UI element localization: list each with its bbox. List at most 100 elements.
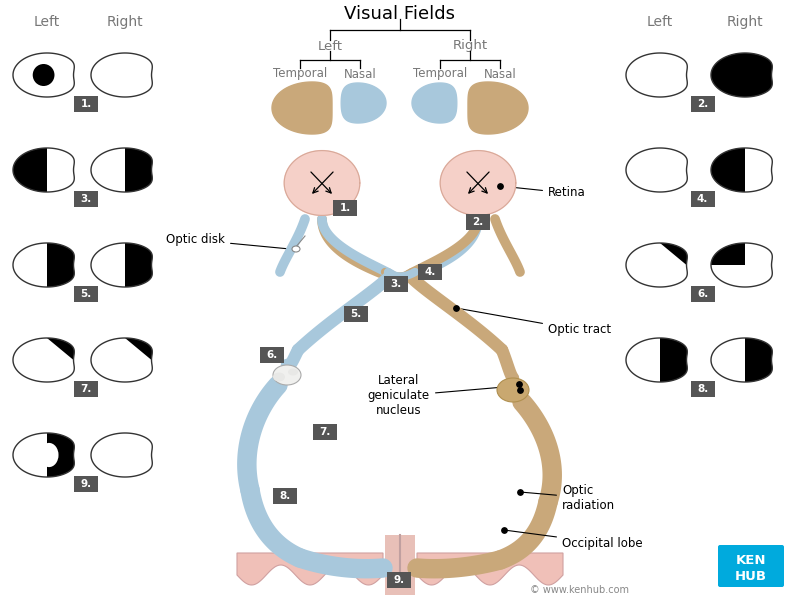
FancyBboxPatch shape (418, 264, 442, 280)
FancyBboxPatch shape (387, 572, 411, 588)
Text: Temporal: Temporal (413, 67, 467, 80)
Polygon shape (660, 243, 687, 265)
FancyBboxPatch shape (260, 347, 284, 363)
Text: Left: Left (318, 39, 342, 52)
Text: Optic disk: Optic disk (166, 233, 287, 249)
FancyBboxPatch shape (273, 488, 297, 504)
Text: Optic tract: Optic tract (458, 308, 611, 337)
Polygon shape (91, 338, 152, 382)
Polygon shape (385, 535, 415, 595)
Polygon shape (13, 433, 74, 477)
Text: 2.: 2. (472, 217, 484, 227)
Point (513, 379, 526, 389)
Polygon shape (47, 243, 74, 287)
FancyBboxPatch shape (690, 286, 714, 302)
Polygon shape (711, 148, 772, 192)
Text: 8.: 8. (279, 491, 290, 501)
Polygon shape (91, 148, 152, 192)
Text: Right: Right (106, 15, 143, 29)
FancyBboxPatch shape (384, 276, 408, 292)
Text: 9.: 9. (81, 479, 91, 489)
Polygon shape (13, 243, 74, 287)
Polygon shape (47, 433, 74, 477)
Text: 8.: 8. (697, 384, 708, 394)
Polygon shape (47, 338, 74, 360)
Polygon shape (711, 243, 745, 265)
Polygon shape (13, 148, 47, 192)
Text: Temporal: Temporal (273, 67, 327, 80)
Text: Right: Right (726, 15, 763, 29)
Polygon shape (125, 243, 152, 287)
Text: 7.: 7. (80, 384, 92, 394)
Point (450, 303, 462, 313)
Polygon shape (440, 151, 516, 215)
Point (498, 525, 510, 535)
Ellipse shape (33, 64, 54, 86)
Polygon shape (711, 243, 772, 287)
Ellipse shape (292, 246, 300, 252)
FancyBboxPatch shape (344, 306, 368, 322)
Point (514, 385, 526, 394)
Text: 6.: 6. (266, 350, 278, 360)
Polygon shape (412, 83, 457, 123)
Ellipse shape (288, 368, 298, 375)
Text: 5.: 5. (80, 289, 92, 299)
FancyBboxPatch shape (690, 381, 714, 397)
Text: Right: Right (453, 39, 487, 52)
Text: 4.: 4. (424, 267, 436, 277)
FancyBboxPatch shape (74, 191, 98, 207)
Polygon shape (711, 53, 772, 97)
Polygon shape (417, 553, 563, 585)
Polygon shape (13, 338, 74, 382)
FancyBboxPatch shape (74, 286, 98, 302)
FancyBboxPatch shape (690, 96, 714, 112)
FancyBboxPatch shape (466, 214, 490, 230)
Polygon shape (626, 148, 687, 192)
Ellipse shape (273, 372, 285, 381)
Text: Optic
radiation: Optic radiation (522, 484, 615, 512)
Text: 2.: 2. (697, 99, 708, 109)
Polygon shape (237, 553, 383, 585)
Text: Nasal: Nasal (344, 67, 376, 80)
Polygon shape (711, 338, 772, 382)
Polygon shape (711, 148, 745, 192)
Text: 6.: 6. (697, 289, 708, 299)
Polygon shape (13, 148, 74, 192)
FancyBboxPatch shape (690, 191, 714, 207)
Text: Left: Left (34, 15, 60, 29)
Text: 7.: 7. (319, 427, 330, 437)
FancyBboxPatch shape (333, 200, 357, 216)
FancyBboxPatch shape (74, 96, 98, 112)
Ellipse shape (273, 365, 301, 385)
FancyBboxPatch shape (74, 476, 98, 492)
Text: Nasal: Nasal (484, 67, 516, 80)
Text: Occipital lobe: Occipital lobe (506, 530, 642, 550)
Polygon shape (660, 338, 687, 382)
Point (494, 181, 506, 191)
Text: Lateral
geniculate
nucleus: Lateral geniculate nucleus (368, 374, 514, 418)
FancyBboxPatch shape (718, 545, 784, 587)
Polygon shape (711, 53, 772, 97)
Text: 1.: 1. (80, 99, 92, 109)
Text: Left: Left (647, 15, 673, 29)
FancyBboxPatch shape (74, 381, 98, 397)
Text: Retina: Retina (502, 186, 586, 199)
Polygon shape (125, 338, 152, 360)
Text: Visual Fields: Visual Fields (345, 5, 455, 23)
Text: © www.kenhub.com: © www.kenhub.com (530, 585, 629, 595)
Polygon shape (91, 433, 152, 477)
Text: 3.: 3. (80, 194, 92, 204)
Polygon shape (91, 53, 152, 97)
Text: 3.: 3. (390, 279, 402, 289)
Polygon shape (91, 243, 152, 287)
Ellipse shape (39, 443, 58, 467)
Polygon shape (626, 338, 687, 382)
Polygon shape (626, 243, 687, 287)
Polygon shape (745, 338, 772, 382)
Polygon shape (468, 82, 528, 134)
Text: KEN: KEN (736, 555, 766, 568)
Ellipse shape (497, 378, 529, 402)
Text: 4.: 4. (697, 194, 708, 204)
Polygon shape (342, 83, 386, 123)
Text: 1.: 1. (339, 203, 350, 213)
